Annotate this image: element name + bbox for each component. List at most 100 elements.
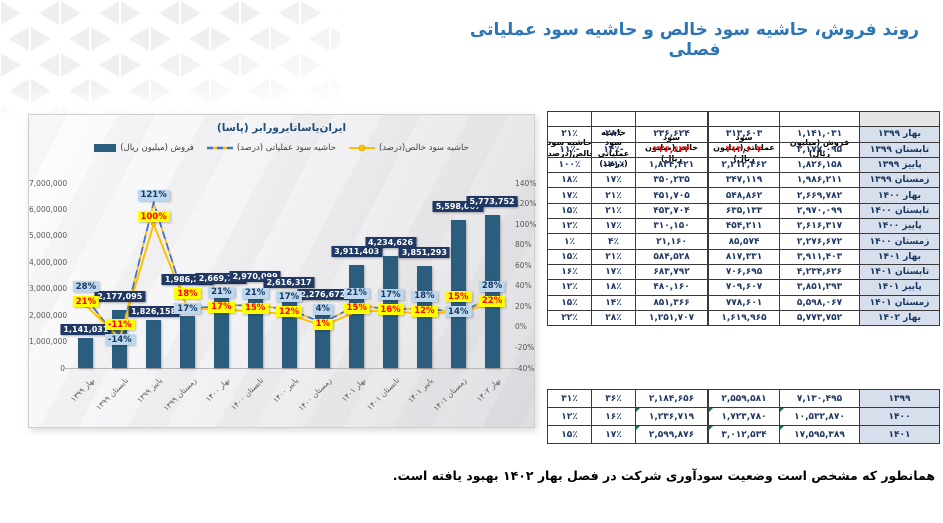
- operating-margin-line-dash: [85, 199, 493, 344]
- period-cell: بهار ۱۳۹۹: [859, 126, 939, 142]
- operating-profit-cell: ۲,۵۵۹,۵۸۱: [707, 389, 779, 407]
- net-profit-cell: ۸۵۱,۳۶۶: [635, 294, 707, 310]
- net-margin-cell: ۱۲٪: [547, 279, 591, 295]
- sales-cell: ۲,۶۱۶,۳۱۷: [779, 218, 859, 234]
- net-profit-cell: ۱,۸۳۴,۴۲۱: [635, 156, 707, 173]
- period-cell: ۱۳۹۹: [859, 389, 939, 407]
- right-axis-label: 80%: [515, 240, 532, 250]
- net-profit-cell: ۳۵۰,۲۳۵: [635, 172, 707, 188]
- sales-cell: ۲,۱۷۷,۰۹۵: [779, 141, 859, 157]
- operating-margin-cell: ۴٪: [591, 233, 635, 249]
- background-triangle-pattern: [0, 0, 340, 120]
- yearly-table: ۱۳۹۹ ۷,۱۳۰,۴۹۵ ۲,۵۵۹,۵۸۱ ۲,۱۸۴,۶۵۶ ۳۶٪ ۳۱٪ ۱۴۰…: [547, 389, 940, 444]
- excel-formula-mark: [709, 408, 713, 412]
- bar-value-label: 5,598,067: [432, 201, 484, 213]
- right-axis-label: 100%: [515, 219, 537, 229]
- net-margin-cell: ۱۵٪: [547, 425, 591, 443]
- net-profit-cell: ۱,۲۵۱,۷۰۷: [635, 309, 707, 326]
- net-margin-cell: ۱۵٪: [547, 248, 591, 264]
- operating-margin-label: 28%: [72, 281, 100, 293]
- operating-margin-cell: ۱۲۱٪: [591, 156, 635, 173]
- operating-margin-cell: ۲۱٪: [591, 187, 635, 203]
- net-margin-label: -11%: [104, 319, 135, 331]
- sales-cell: ۲,۹۷۰,۰۹۹: [779, 202, 859, 219]
- net-margin-cell: ۱۵٪: [547, 294, 591, 310]
- y-axis-label: 5,000,000: [29, 231, 68, 241]
- sales-cell: ۱,۹۸۶,۲۱۱: [779, 172, 859, 188]
- net-margin-label: 21%: [72, 296, 100, 308]
- net-margin-label: 12%: [275, 306, 303, 318]
- y-axis-label: 3,000,000: [29, 284, 68, 294]
- caption: همانطور که مشخص است وضعیت سودآوری شرکت د…: [392, 468, 935, 483]
- net-margin-cell: ۱۰۰٪: [547, 156, 591, 173]
- operating-profit-cell: ۳,۰۱۲,۵۳۴: [707, 425, 779, 443]
- operating-margin-cell: ۲۸٪: [591, 126, 635, 142]
- net-margin-label: 12%: [411, 305, 438, 317]
- operating-profit-cell: ۱,۶۱۹,۹۶۵: [707, 309, 779, 326]
- period-cell: ۱۴۰۰: [859, 407, 939, 425]
- y-axis-label: 7,000,000: [29, 178, 68, 188]
- bar-value-label: 1,141,031: [60, 323, 112, 335]
- net-margin-label: 15%: [241, 302, 269, 314]
- net-profit-cell: ۶۸۳,۷۹۲: [635, 263, 707, 280]
- sales-bar: [484, 215, 500, 368]
- right-axis-label: 40%: [515, 281, 532, 291]
- operating-margin-label: 121%: [137, 189, 170, 201]
- sales-cell: ۲,۶۶۹,۷۸۲: [779, 187, 859, 203]
- net-profit-cell: ۵۸۴,۵۲۸: [635, 248, 707, 264]
- operating-margin-label: 17%: [174, 303, 201, 315]
- operating-margin-label: 28%: [478, 280, 506, 292]
- legend-item-operating-margin: حاشیه سود عملیاتی (درصد): [206, 143, 336, 153]
- sales-cell: ۱,۱۴۱,۰۳۱: [779, 126, 859, 142]
- sales-bar: [213, 297, 229, 368]
- net-profit-cell: ۲۲۶,۶۲۴: [635, 141, 707, 157]
- net-margin-label: 15%: [343, 302, 370, 314]
- period-cell: بهار ۱۴۰۰: [859, 187, 939, 203]
- sales-cell: ۴,۲۳۴,۶۲۶: [779, 263, 859, 280]
- operating-profit-cell: ۳۱۳,۶۰۳: [707, 141, 779, 157]
- chart-title: ایران‌یاساتایرورابر (پاسا): [216, 122, 347, 134]
- period-cell: پاییز ۱۴۰۰: [859, 218, 939, 234]
- operating-profit-cell: ۲,۲۱۲,۴۶۲: [707, 156, 779, 173]
- excel-formula-mark: [780, 408, 784, 412]
- net-margin-label: 22%: [478, 295, 506, 307]
- chart-panel: ایران‌یاساتایرورابر (پاسا) حاشیه سود خال…: [28, 114, 536, 428]
- excel-formula-mark: [636, 408, 640, 412]
- sales-bar-marker-icon: [94, 144, 117, 152]
- net-profit-cell: ۱,۲۳۶,۷۱۹: [635, 407, 707, 425]
- net-margin-cell: -۱۱٪: [547, 141, 591, 157]
- operating-margin-label: 17%: [275, 291, 303, 303]
- x-axis-line: [63, 368, 515, 369]
- sales-cell: ۵,۵۹۸,۰۶۷: [779, 294, 859, 310]
- net-profit-cell: ۴۵۳,۷۰۴: [635, 202, 707, 219]
- right-axis-label: 120%: [515, 199, 537, 209]
- net-profit-cell: ۴۵۱,۷۰۵: [635, 187, 707, 203]
- operating-margin-label: 21%: [343, 287, 370, 299]
- bar-value-label: 4,234,626: [365, 237, 417, 249]
- sales-cell: ۵,۷۷۳,۷۵۲: [779, 309, 859, 326]
- sales-cell: ۲,۲۷۶,۶۷۲: [779, 233, 859, 249]
- excel-formula-mark: [709, 426, 713, 430]
- operating-margin-label: 4%: [312, 303, 334, 315]
- operating-margin-line: [85, 199, 493, 344]
- net-margin-cell: ۱۵٪: [547, 202, 591, 219]
- operating-margin-cell: ۱۷٪: [591, 218, 635, 234]
- page-title: روند فروش، حاشیه سود خالص و حاشیه سود عم…: [469, 20, 920, 60]
- period-cell: بهار ۱۴۰۲: [859, 309, 939, 326]
- bar-value-label: 2,177,095: [94, 291, 146, 303]
- net-margin-cell: ۲۱٪: [547, 126, 591, 142]
- operating-margin-label: 21%: [241, 287, 269, 299]
- y-axis-label: 4,000,000: [29, 257, 68, 267]
- period-cell: بهار ۱۴۰۱: [859, 248, 939, 264]
- operating-margin-cell: ۱۶٪: [591, 407, 635, 425]
- net-margin-label: 17%: [208, 301, 235, 313]
- net-margin-cell: ۱٪: [547, 233, 591, 249]
- excel-formula-mark: [780, 426, 784, 430]
- legend-item-net-margin: حاشیه سود خالص(درصد): [348, 143, 469, 153]
- net-profit-cell: ۳۱۰,۱۵۰: [635, 218, 707, 234]
- net-profit-cell: ۴۸۰,۱۶۰: [635, 279, 707, 295]
- sales-cell: ۱۰,۵۳۲,۸۷۰: [779, 407, 859, 425]
- sales-bar: [179, 315, 195, 368]
- bar-value-label: 3,851,293: [398, 247, 450, 259]
- right-axis-label: -20%: [515, 342, 535, 352]
